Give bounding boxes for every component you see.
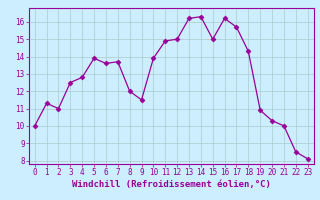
X-axis label: Windchill (Refroidissement éolien,°C): Windchill (Refroidissement éolien,°C)	[72, 180, 271, 189]
